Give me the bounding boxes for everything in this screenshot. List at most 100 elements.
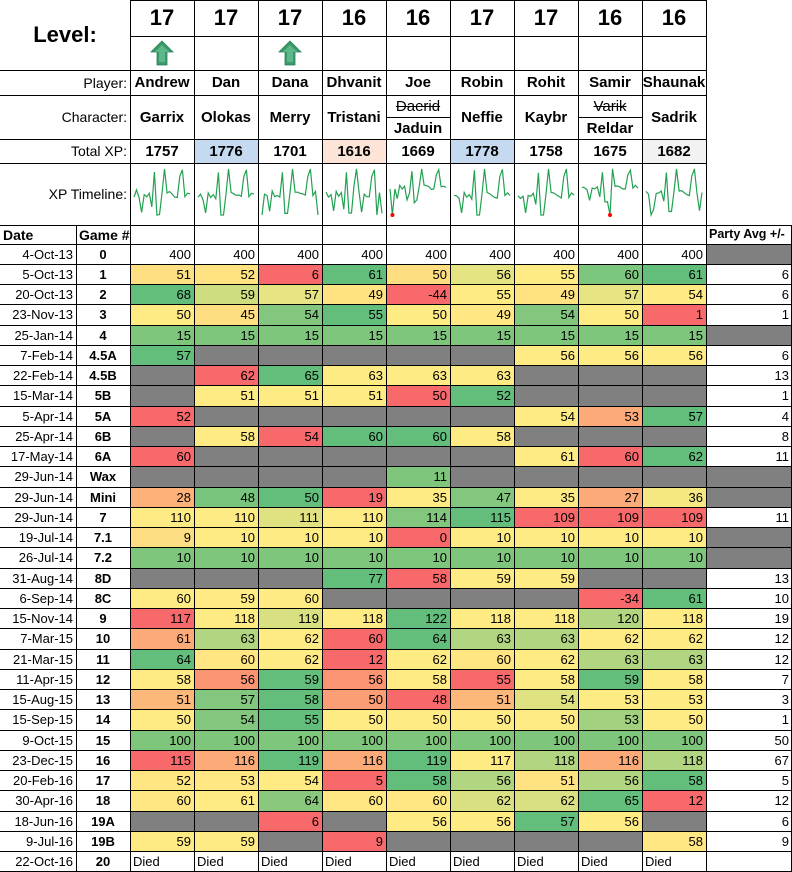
grid-line (0, 243, 792, 245)
game-cell: 20 (95, 854, 111, 870)
xp-cell: 65 (258, 365, 322, 386)
game-cell: 4.5A (89, 347, 117, 363)
grid-line (0, 729, 792, 731)
xp-cell: 68 (130, 284, 194, 305)
sparkline-path (261, 168, 319, 216)
xp-cell: 51 (258, 385, 322, 406)
xp-cell: 57 (642, 406, 706, 427)
party-avg-cell: 1 (781, 388, 789, 404)
xp-cell: 57 (130, 345, 194, 366)
xp-cell: 116 (194, 750, 258, 771)
xp-cell (450, 345, 514, 366)
xp-cell: 57 (258, 284, 322, 305)
xp-cell: 50 (322, 689, 386, 710)
xp-cell: Died (517, 854, 544, 870)
date-cell: 7-Feb-14 (20, 347, 73, 363)
date-cell: 19-Jul-14 (18, 530, 73, 546)
game-cell: 6B (94, 428, 112, 444)
grid-line (257, 0, 259, 872)
character-name: Garrix (139, 108, 185, 126)
xp-cell: 61 (130, 628, 194, 649)
xp-cell: 114 (386, 507, 450, 528)
xp-cell: 400 (258, 244, 322, 265)
xp-cell: 10 (450, 527, 514, 548)
xp-cell: 119 (258, 750, 322, 771)
xp-cell: 6 (258, 811, 322, 832)
character-name: Jaduin (386, 117, 450, 139)
xp-cell: 120 (578, 608, 642, 629)
party-avg-cell: 3 (781, 692, 789, 708)
party-avg-cell: 4 (781, 408, 789, 424)
character-old-name: Varik (593, 97, 627, 115)
character-old-name: Daerid (395, 97, 441, 115)
grid-line (0, 851, 792, 852)
xp-cell: 54 (514, 304, 578, 325)
xp-cell: 61 (194, 790, 258, 811)
grid-line (0, 486, 792, 488)
game-cell: Mini (90, 489, 116, 505)
grid-line (130, 0, 706, 1)
xp-cell: 59 (194, 831, 258, 852)
xp-cell: 60 (578, 446, 642, 467)
xp-cell: 63 (322, 365, 386, 386)
xp-cell: 100 (130, 730, 194, 751)
xp-cell: 50 (386, 385, 450, 406)
xp-cell: 55 (450, 669, 514, 690)
grid-line (0, 324, 792, 326)
grid-line (0, 830, 792, 832)
xp-cell: 51 (194, 385, 258, 406)
sparkline-path (197, 168, 255, 216)
xp-cell: 58 (642, 770, 706, 791)
game-cell: 13 (95, 692, 111, 708)
xp-cell: 53 (194, 770, 258, 791)
xp-cell: 56 (450, 770, 514, 791)
xp-cell: 15 (130, 325, 194, 346)
xp-cell: 52 (450, 385, 514, 406)
xp-cell: 54 (258, 770, 322, 791)
grid-line (0, 365, 792, 366)
xp-cell: 15 (258, 325, 322, 346)
xp-cell (642, 568, 706, 589)
game-cell: 9 (99, 611, 107, 627)
xp-cell (514, 831, 578, 852)
xp-cell: 10 (386, 547, 450, 568)
grid-line (0, 689, 792, 690)
grid-line (0, 446, 792, 447)
xp-cell: 50 (386, 304, 450, 325)
xp-cell (194, 568, 258, 589)
date-cell: 20-Feb-16 (13, 773, 73, 789)
date-cell: 17-May-14 (10, 449, 73, 465)
character-name: Tristani (327, 108, 381, 126)
xp-cell (642, 811, 706, 832)
party-avg-header: Party Avg +/- (709, 227, 785, 242)
game-cell: 6A (94, 449, 112, 465)
game-cell: 19B (91, 833, 115, 849)
xp-cell (130, 568, 194, 589)
party-avg-cell: 10 (774, 590, 789, 606)
grid-line (129, 0, 131, 872)
game-cell: 4.5B (89, 368, 117, 384)
party-avg-cell: 12 (774, 651, 789, 667)
xp-cell (130, 811, 194, 832)
game-cell: 15 (95, 732, 111, 748)
xp-cell (450, 446, 514, 467)
xp-cell (450, 466, 514, 487)
level-up-cell (258, 36, 322, 70)
xp-cell (514, 466, 578, 487)
xp-cell: 55 (322, 304, 386, 325)
xp-cell: 52 (130, 770, 194, 791)
date-cell: 4-Oct-13 (22, 246, 73, 262)
xp-cell: 64 (130, 649, 194, 670)
xp-cell: 56 (578, 345, 642, 366)
sparkline-low-point (390, 213, 395, 217)
game-cell: 7.1 (93, 530, 113, 546)
sparkline-path (325, 168, 383, 216)
sparkline-chart (197, 168, 255, 216)
xp-cell: 53 (578, 709, 642, 730)
xp-cell (258, 466, 322, 487)
game-cell: 8D (94, 570, 112, 586)
grid-line (130, 94, 706, 96)
xp-cell: 118 (514, 608, 578, 629)
xp-cell: 51 (130, 689, 194, 710)
sparkline-path (645, 168, 703, 218)
